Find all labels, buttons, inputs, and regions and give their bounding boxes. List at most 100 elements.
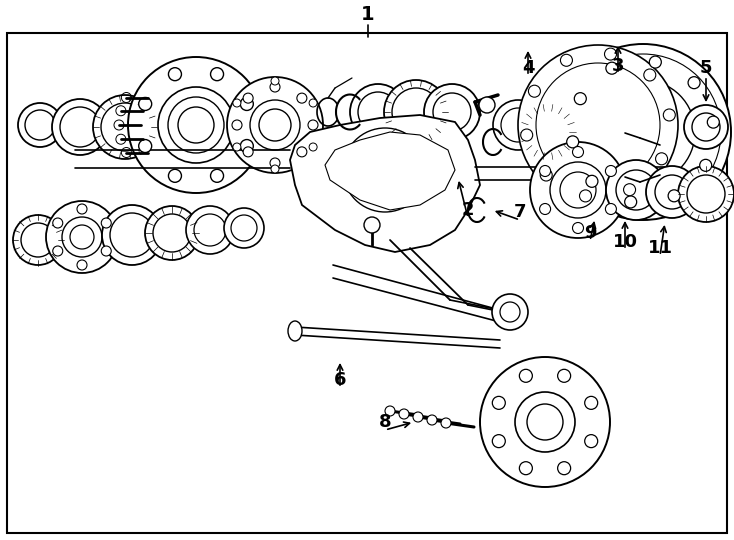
Circle shape xyxy=(567,136,578,148)
Circle shape xyxy=(424,84,480,140)
Circle shape xyxy=(233,143,241,151)
Circle shape xyxy=(240,97,253,111)
Circle shape xyxy=(528,85,540,97)
Circle shape xyxy=(646,166,698,218)
Circle shape xyxy=(93,95,157,159)
Circle shape xyxy=(603,133,647,177)
Text: 2: 2 xyxy=(462,201,474,219)
Circle shape xyxy=(168,68,181,80)
Circle shape xyxy=(46,201,118,273)
Circle shape xyxy=(145,206,199,260)
Circle shape xyxy=(168,170,181,183)
Circle shape xyxy=(518,45,678,205)
Circle shape xyxy=(561,55,573,66)
Circle shape xyxy=(441,418,451,428)
Circle shape xyxy=(139,139,152,152)
Circle shape xyxy=(558,462,570,475)
Circle shape xyxy=(573,146,584,158)
Text: 8: 8 xyxy=(379,413,391,431)
Text: 4: 4 xyxy=(522,59,534,77)
Circle shape xyxy=(308,120,318,130)
Circle shape xyxy=(243,93,253,103)
Circle shape xyxy=(655,153,667,165)
Circle shape xyxy=(271,165,279,173)
Circle shape xyxy=(520,129,533,141)
Circle shape xyxy=(211,170,224,183)
Circle shape xyxy=(243,147,253,157)
Circle shape xyxy=(664,109,675,121)
Circle shape xyxy=(297,147,307,157)
Circle shape xyxy=(520,462,532,475)
Circle shape xyxy=(128,57,264,193)
Circle shape xyxy=(270,82,280,92)
Circle shape xyxy=(558,369,570,382)
Circle shape xyxy=(309,99,317,107)
Text: 11: 11 xyxy=(647,239,672,257)
Circle shape xyxy=(539,204,550,214)
Circle shape xyxy=(540,169,552,181)
Circle shape xyxy=(573,222,584,233)
Circle shape xyxy=(605,48,617,60)
Circle shape xyxy=(586,176,598,187)
Circle shape xyxy=(580,190,592,202)
Circle shape xyxy=(413,412,423,422)
Circle shape xyxy=(520,104,576,160)
Text: 6: 6 xyxy=(334,371,346,389)
Circle shape xyxy=(211,68,224,80)
Circle shape xyxy=(240,139,253,152)
Circle shape xyxy=(77,260,87,270)
Circle shape xyxy=(492,294,528,330)
Circle shape xyxy=(539,165,550,177)
Circle shape xyxy=(102,205,162,265)
Circle shape xyxy=(644,69,655,81)
Text: 1: 1 xyxy=(361,5,375,24)
Circle shape xyxy=(688,77,700,89)
Circle shape xyxy=(708,116,719,128)
Polygon shape xyxy=(290,115,480,252)
Circle shape xyxy=(101,218,112,228)
Circle shape xyxy=(668,190,680,202)
Circle shape xyxy=(585,396,597,409)
Circle shape xyxy=(700,159,712,171)
Circle shape xyxy=(233,99,241,107)
Circle shape xyxy=(584,125,628,169)
Circle shape xyxy=(684,105,728,149)
Circle shape xyxy=(574,93,586,105)
Circle shape xyxy=(606,204,617,214)
Circle shape xyxy=(13,215,63,265)
Text: 9: 9 xyxy=(584,224,596,242)
Circle shape xyxy=(479,97,495,113)
Polygon shape xyxy=(290,167,475,180)
Circle shape xyxy=(427,415,437,425)
Circle shape xyxy=(606,165,617,177)
Circle shape xyxy=(52,99,108,155)
Text: 3: 3 xyxy=(611,57,624,75)
Circle shape xyxy=(493,396,505,409)
Circle shape xyxy=(553,115,603,165)
Text: 5: 5 xyxy=(700,59,712,77)
Circle shape xyxy=(53,218,62,228)
Circle shape xyxy=(493,435,505,448)
Circle shape xyxy=(101,246,112,256)
Circle shape xyxy=(678,166,734,222)
Circle shape xyxy=(53,246,62,256)
Circle shape xyxy=(606,160,666,220)
Circle shape xyxy=(480,357,610,487)
Circle shape xyxy=(77,204,87,214)
Circle shape xyxy=(650,56,661,68)
Circle shape xyxy=(270,158,280,168)
Ellipse shape xyxy=(288,321,302,341)
Circle shape xyxy=(493,100,543,150)
Circle shape xyxy=(585,435,597,448)
Circle shape xyxy=(297,93,307,103)
Circle shape xyxy=(232,120,242,130)
Circle shape xyxy=(606,62,618,74)
Circle shape xyxy=(364,217,380,233)
Circle shape xyxy=(227,77,323,173)
Circle shape xyxy=(399,409,409,419)
Circle shape xyxy=(624,184,636,195)
Circle shape xyxy=(271,77,279,85)
Circle shape xyxy=(224,208,264,248)
Circle shape xyxy=(555,44,731,220)
Circle shape xyxy=(530,142,626,238)
